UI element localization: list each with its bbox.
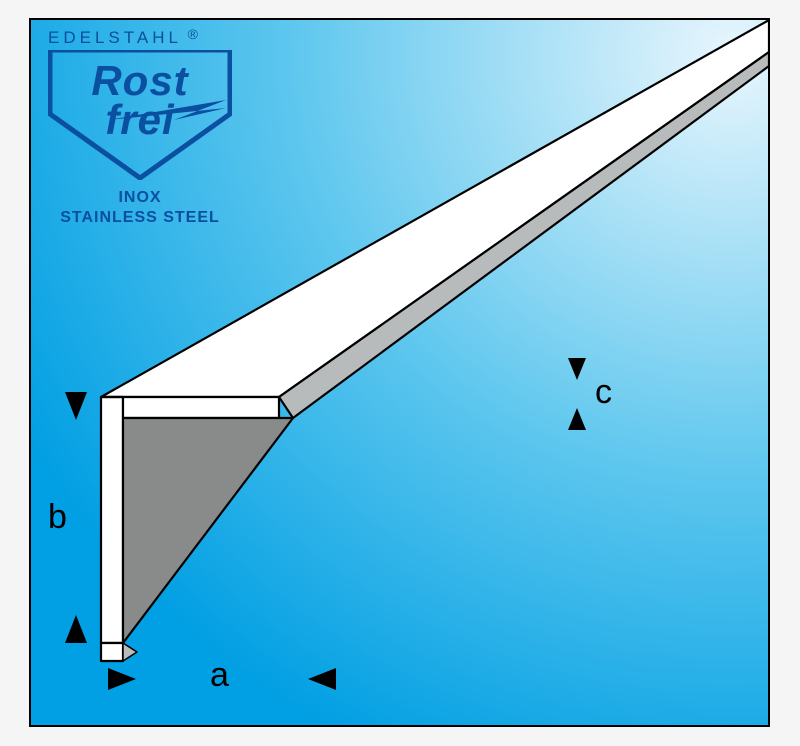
logo-line1: Rost bbox=[48, 62, 232, 101]
profile-bottom-cap bbox=[101, 643, 123, 661]
arrow-c-top bbox=[566, 356, 588, 380]
arrow-a-left bbox=[106, 666, 136, 692]
product-diagram-container: EDELSTAHL ® Rost frei INOX STAINLESS STE… bbox=[0, 0, 800, 746]
registered-mark: ® bbox=[188, 26, 202, 42]
arrow-b-top bbox=[63, 390, 89, 420]
logo-line2: frei bbox=[48, 101, 232, 140]
arrow-b-bottom bbox=[63, 615, 89, 645]
arrow-a-right bbox=[308, 666, 338, 692]
logo-header: EDELSTAHL ® bbox=[48, 28, 182, 52]
logo-brand-text: Rost frei bbox=[48, 62, 232, 139]
logo-footer: INOX STAINLESS STEEL bbox=[48, 188, 232, 228]
arrow-c-bottom bbox=[566, 408, 588, 432]
dimension-b-label: b bbox=[48, 498, 67, 537]
logo-shield: Rost frei bbox=[48, 50, 232, 180]
dimension-a-label: a bbox=[210, 656, 229, 695]
dimension-c-label: c bbox=[595, 373, 612, 412]
profile-outer-vertical bbox=[101, 397, 123, 643]
logo-footer-2: STAINLESS STEEL bbox=[48, 208, 232, 228]
profile-front-top bbox=[101, 397, 279, 418]
logo-footer-1: INOX bbox=[48, 188, 232, 208]
rostfrei-logo: EDELSTAHL ® Rost frei INOX STAINLESS STE… bbox=[48, 28, 248, 228]
logo-header-text: EDELSTAHL bbox=[48, 28, 182, 47]
